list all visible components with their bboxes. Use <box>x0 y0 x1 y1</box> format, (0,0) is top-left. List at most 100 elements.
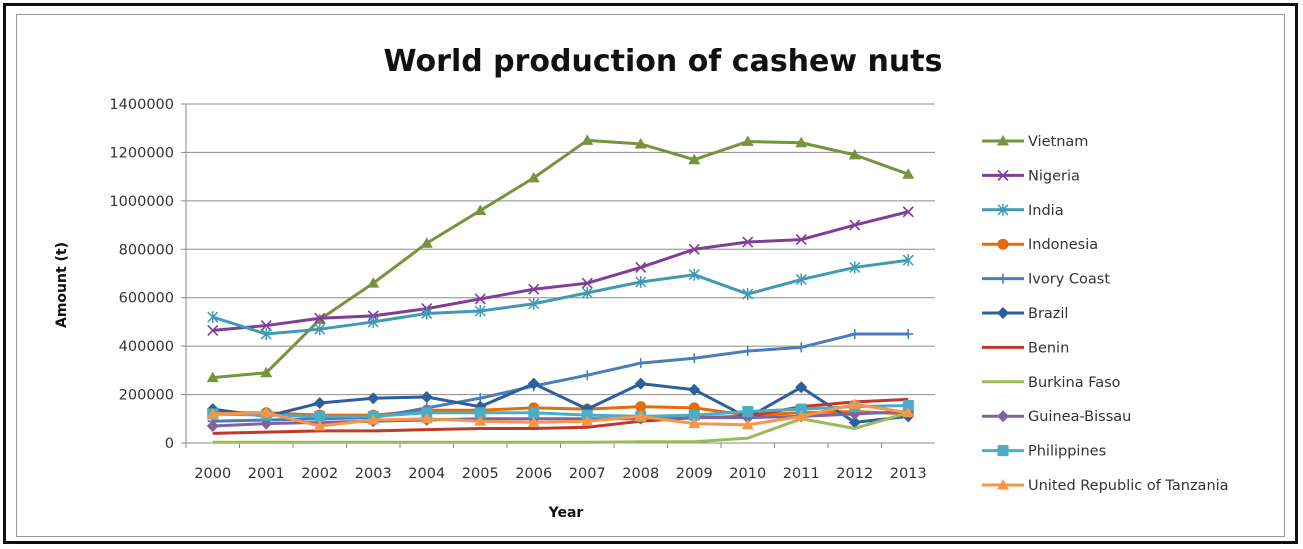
legend-label: Burkina Faso <box>1028 375 1121 391</box>
data-point <box>260 366 273 378</box>
legend-label: Indonesia <box>1028 237 1098 253</box>
data-point <box>581 415 594 426</box>
data-point <box>420 390 433 403</box>
data-point <box>634 410 647 421</box>
y-tick-label: 1000000 <box>109 194 174 210</box>
data-point <box>528 407 540 419</box>
y-tick-label: 1400000 <box>109 97 174 113</box>
data-point <box>420 237 433 248</box>
legend-item: United Republic of Tanzania <box>982 478 1229 494</box>
y-tick-label: 800000 <box>119 242 174 258</box>
data-point <box>581 277 593 289</box>
x-tick-label: 2010 <box>729 466 766 482</box>
data-point <box>314 312 326 324</box>
data-point <box>688 153 701 165</box>
legend-label: Nigeria <box>1028 168 1080 184</box>
chart-title: World production of cashew nuts <box>384 44 943 79</box>
y-tick-label: 200000 <box>119 388 174 404</box>
legend-item: Vietnam <box>982 134 1088 150</box>
data-point <box>207 311 219 324</box>
data-point <box>902 206 914 218</box>
legend-marker <box>997 307 1009 319</box>
data-point <box>795 410 808 421</box>
data-point <box>367 315 379 328</box>
data-point <box>420 412 433 424</box>
data-point <box>796 342 807 353</box>
data-point <box>688 243 700 255</box>
x-tick-label: 2013 <box>890 466 927 482</box>
legend-label: Philippines <box>1028 444 1106 460</box>
data-point <box>260 406 273 418</box>
data-point <box>635 261 647 274</box>
data-point <box>528 283 540 295</box>
data-point <box>795 136 808 148</box>
data-point <box>474 415 487 426</box>
data-point <box>635 275 647 288</box>
data-point <box>581 409 593 421</box>
data-point <box>742 406 754 418</box>
data-point <box>741 418 754 430</box>
series-line <box>212 210 909 332</box>
data-point <box>634 137 647 149</box>
data-point <box>903 329 914 340</box>
data-point <box>527 171 540 183</box>
data-point <box>314 323 326 336</box>
series-line <box>212 402 909 428</box>
data-point <box>741 135 754 147</box>
data-point <box>688 268 700 281</box>
data-point <box>260 319 272 332</box>
x-tick-label: 2008 <box>622 466 659 482</box>
x-axis-ticks: 2000 2001 2002 2003 2004 2005 2006 2007 2008 2009… <box>185 443 927 482</box>
data-point <box>902 168 915 179</box>
data-point <box>367 392 380 405</box>
data-point <box>635 358 646 369</box>
series-burkina-faso <box>212 411 909 444</box>
series-line <box>212 332 909 423</box>
y-axis-ticks: 0 200000 400000 600000 800000 1000000 1200000 1… <box>109 97 186 452</box>
series-lines <box>206 134 915 444</box>
legend-item: Benin <box>982 340 1069 356</box>
chart-area-frame <box>16 14 1285 537</box>
data-point <box>849 219 861 231</box>
data-point <box>848 148 861 160</box>
y-axis-title: Amount (t) <box>54 242 70 328</box>
series-nigeria <box>207 206 914 336</box>
legend-label: Guinea-Bissau <box>1028 409 1131 425</box>
data-point <box>260 328 272 341</box>
legend-item: Nigeria <box>982 168 1080 184</box>
data-point <box>313 420 326 431</box>
x-tick-label: 2000 <box>194 466 231 482</box>
legend-label: Brazil <box>1028 306 1068 322</box>
data-point <box>635 401 647 413</box>
x-tick-label: 2011 <box>783 466 820 482</box>
legend-item: Indonesia <box>982 237 1098 253</box>
legend-marker <box>997 135 1009 146</box>
data-point <box>206 407 219 419</box>
data-point <box>742 345 753 356</box>
legend-marker <box>997 238 1009 250</box>
legend-marker <box>997 410 1009 423</box>
series-line <box>212 403 909 418</box>
x-tick-label: 2003 <box>355 466 392 482</box>
series-india <box>207 254 914 341</box>
legend-item: Guinea-Bissau <box>982 409 1131 425</box>
x-tick-label: 2009 <box>676 466 713 482</box>
legend-item: Burkina Faso <box>982 375 1121 391</box>
data-point <box>474 204 487 216</box>
data-point <box>474 407 486 419</box>
data-point <box>689 353 700 364</box>
data-point <box>902 406 915 418</box>
y-tick-label: 0 <box>165 436 174 452</box>
data-point <box>421 407 433 419</box>
legend-item: Brazil <box>982 306 1068 322</box>
series-philippines <box>207 399 914 422</box>
data-point <box>207 324 219 336</box>
data-point <box>688 417 701 429</box>
data-point <box>474 293 486 305</box>
legend-item: India <box>982 203 1064 219</box>
data-point <box>367 277 380 288</box>
data-point <box>313 397 326 410</box>
data-point <box>795 234 807 246</box>
data-point <box>527 377 540 390</box>
series-line <box>212 382 909 424</box>
